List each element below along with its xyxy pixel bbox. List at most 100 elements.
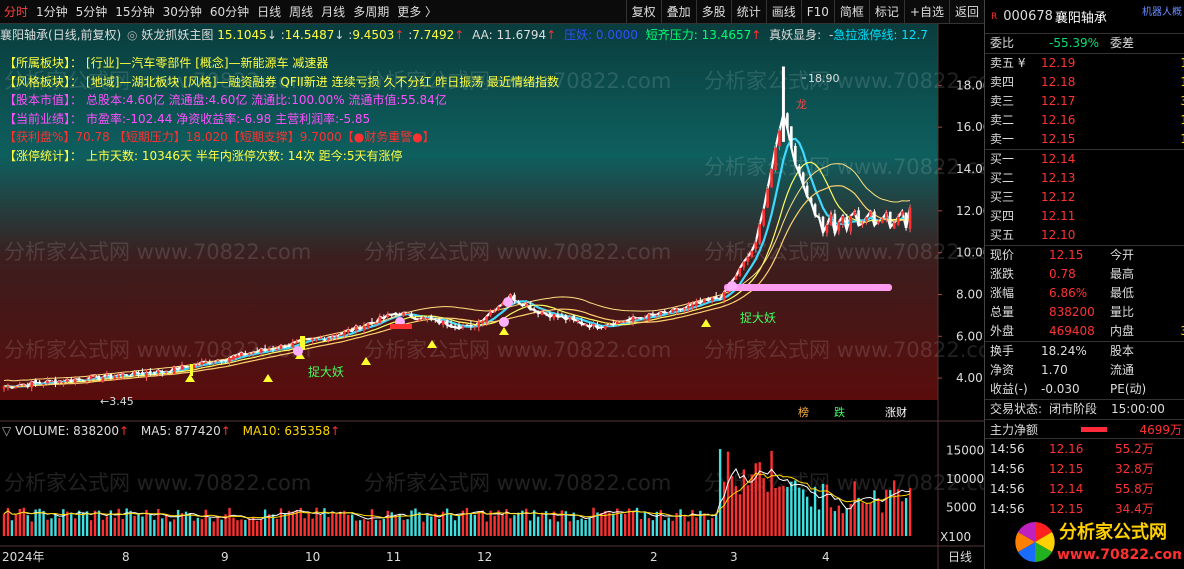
volume-bar: [813, 486, 817, 536]
volume-unit: X100: [940, 530, 971, 544]
watermark-text: 分析家公式网 www.70822.com: [4, 471, 311, 495]
period-tab-5[interactable]: 60分钟: [209, 5, 250, 19]
volume-bar: [236, 520, 239, 536]
candle-body: [908, 207, 912, 229]
volume-bar: [149, 514, 152, 536]
volume-bar: [718, 449, 722, 536]
volume-bar: [133, 515, 136, 536]
info-text: 市盈率:-102.44 净资收益率:-6.98 主营利润率:-5.85: [86, 111, 371, 126]
candle-body: [58, 381, 61, 383]
volume-bar: [362, 519, 366, 536]
stat-label: 涨跌: [990, 267, 1015, 281]
volume-bar: [287, 510, 291, 536]
volume-bar: [42, 510, 45, 536]
candle-body: [750, 250, 754, 258]
indicator-name[interactable]: 妖龙抓妖主图: [141, 28, 214, 42]
ask-row[interactable]: 卖三 12.17 3: [985, 92, 1184, 111]
volume-bar: [904, 498, 908, 536]
candle-body: [695, 302, 698, 307]
volume-bar: [600, 512, 603, 536]
period-tab-0[interactable]: 分时: [4, 5, 29, 19]
tool-button-1[interactable]: 叠加: [660, 0, 696, 24]
candle-body: [30, 381, 33, 388]
tool-button-5[interactable]: F10: [800, 0, 834, 24]
volume-bar: [853, 481, 856, 536]
period-tab-3[interactable]: 15分钟: [115, 5, 155, 19]
candle-body: [220, 360, 223, 362]
volume-bar: [857, 497, 860, 536]
period-tab-8[interactable]: 月线: [321, 5, 346, 19]
bid-row[interactable]: 买五 12.10: [985, 226, 1184, 245]
candle-body: [350, 328, 354, 332]
candle-body: [699, 301, 702, 304]
period-tab-7[interactable]: 周线: [289, 5, 314, 19]
tool-button-7[interactable]: 标记: [868, 0, 904, 24]
candle-body: [133, 371, 136, 376]
tool-button-2[interactable]: 多股: [695, 0, 731, 24]
settings-icon[interactable]: ◎: [127, 28, 138, 42]
candle-body: [73, 379, 77, 383]
tool-button-0[interactable]: 复权: [625, 0, 661, 24]
tool-button-8[interactable]: +自选: [903, 0, 949, 24]
stat-label: 现价: [990, 248, 1015, 262]
volume-bar: [343, 510, 346, 536]
bid-row[interactable]: 买一 12.14: [985, 150, 1184, 169]
volume-bar: [754, 463, 757, 536]
period-tab-4[interactable]: 30分钟: [162, 5, 202, 19]
candle-body: [69, 379, 73, 382]
volume-bar: [93, 510, 97, 536]
candle-body: [54, 379, 57, 384]
bid-row[interactable]: 买三 12.12: [985, 188, 1184, 207]
ask-row[interactable]: 卖四 12.18 1: [985, 73, 1184, 92]
volume-bar: [481, 510, 484, 536]
volume-bar: [485, 521, 488, 536]
candle-body: [109, 374, 113, 378]
volume-bar: [212, 521, 215, 536]
period-tab-9[interactable]: 多周期: [353, 5, 390, 19]
kline-chart[interactable]: 分析家公式网 www.70822.com 分析家公式网 www.70822.com…: [0, 24, 984, 569]
info-line-1: 【风格板块】： [地域]—湖北板块 [风格]—融资融券 QFII新进 连续亏损 久…: [4, 73, 559, 92]
volume-menu-icon[interactable]: ▽: [2, 424, 12, 438]
value-3: 9.4503: [352, 28, 395, 42]
x-mode[interactable]: 日线: [948, 550, 972, 564]
candle-body: [283, 345, 287, 348]
watermark-text: 分析家公式网 www.70822.com: [364, 338, 671, 362]
volume-bar: [180, 513, 184, 536]
bid-row[interactable]: 买二 12.13: [985, 169, 1184, 188]
tool-button-6[interactable]: 简框: [833, 0, 869, 24]
tool-button-9[interactable]: 返回: [948, 0, 984, 24]
signal-triangle: [701, 319, 711, 327]
candle-body: [121, 374, 124, 377]
period-tab-2[interactable]: 5分钟: [75, 5, 108, 19]
candle-body: [236, 355, 239, 358]
concept-tag[interactable]: 机器人概: [1142, 7, 1182, 18]
tool-button-4[interactable]: 画线: [765, 0, 801, 24]
volume-bar: [592, 507, 595, 536]
info-box: 【所属板块】： [行业]—汽车零部件 [概念]—新能源车 减速器 【风格板块】： [地…: [4, 54, 559, 165]
candle-body: [129, 375, 132, 377]
tool-button-3[interactable]: 统计: [730, 0, 766, 24]
tag-caifu: 涨财: [885, 405, 907, 419]
bid-label: 买四: [990, 209, 1015, 223]
candle-body: [50, 381, 53, 383]
bid-label: 买五: [990, 228, 1015, 242]
period-tab-1[interactable]: 1分钟: [36, 5, 68, 19]
period-tab-6[interactable]: 日线: [257, 5, 282, 19]
stat-label-2: 量比: [1110, 305, 1135, 319]
ask-row[interactable]: 卖二 12.16 1: [985, 111, 1184, 130]
bid-row[interactable]: 买四 12.11: [985, 207, 1184, 226]
ask-row[interactable]: 卖一 12.15 1: [985, 130, 1184, 149]
ask-row[interactable]: 卖五 ¥ 12.19 1: [985, 54, 1184, 73]
period-tab-10[interactable]: 更多 〉: [397, 5, 438, 19]
volume-bar: [232, 517, 235, 536]
ask-price: 12.16: [1041, 113, 1076, 127]
bid-book: 买一 12.14 买二 12.13 买三 12.12 买四 12.11 买五 12.10: [985, 150, 1184, 245]
volume-bar: [750, 474, 753, 536]
volume-bar: [331, 511, 334, 536]
volume-ma-1: [3, 472, 911, 519]
ask-qty: 1: [1180, 73, 1184, 92]
price-tick: 8.00: [956, 287, 983, 301]
volume-bar: [105, 516, 109, 536]
stat-row: 总量 838200 量比: [985, 303, 1184, 322]
volume-bar: [311, 518, 314, 536]
